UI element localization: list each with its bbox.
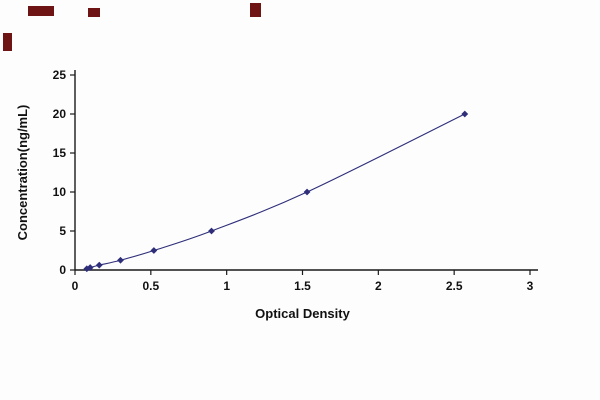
data-point-marker — [83, 265, 91, 273]
watermark-block — [250, 3, 261, 17]
chart-series — [83, 110, 469, 273]
x-tick-label: 0 — [72, 279, 79, 293]
y-tick-label: 20 — [53, 107, 67, 121]
x-axis-label: Optical Density — [255, 306, 350, 321]
data-point-marker — [208, 227, 215, 235]
y-tick-label: 5 — [59, 224, 66, 238]
y-axis-label: Concentration(ng/mL) — [15, 105, 30, 241]
data-point-marker — [150, 247, 158, 254]
watermark-block — [88, 8, 100, 17]
data-point-marker — [95, 261, 103, 269]
x-tick-label: 2.5 — [446, 279, 463, 293]
x-tick-label: 3 — [527, 279, 534, 293]
data-point-marker — [117, 256, 124, 264]
watermark-block — [28, 6, 54, 16]
y-tick-label: 0 — [59, 263, 66, 277]
data-point-marker — [303, 188, 311, 196]
y-tick-label: 10 — [53, 185, 67, 199]
curve-line — [86, 113, 466, 270]
y-tick-label: 25 — [53, 68, 67, 82]
x-tick-label: 1 — [223, 279, 230, 293]
chart-ticks: 0 0.5 1 1.5 2 2.5 3 0 5 10 15 20 25 — [53, 68, 534, 293]
x-tick-label: 2 — [375, 279, 382, 293]
watermark-block — [3, 33, 12, 51]
chart-axes — [74, 70, 538, 271]
data-point-marker — [86, 264, 94, 271]
x-tick-label: 0.5 — [142, 279, 159, 293]
x-tick-label: 1.5 — [294, 279, 311, 293]
y-tick-label: 15 — [53, 146, 67, 160]
data-point-marker — [461, 110, 469, 118]
